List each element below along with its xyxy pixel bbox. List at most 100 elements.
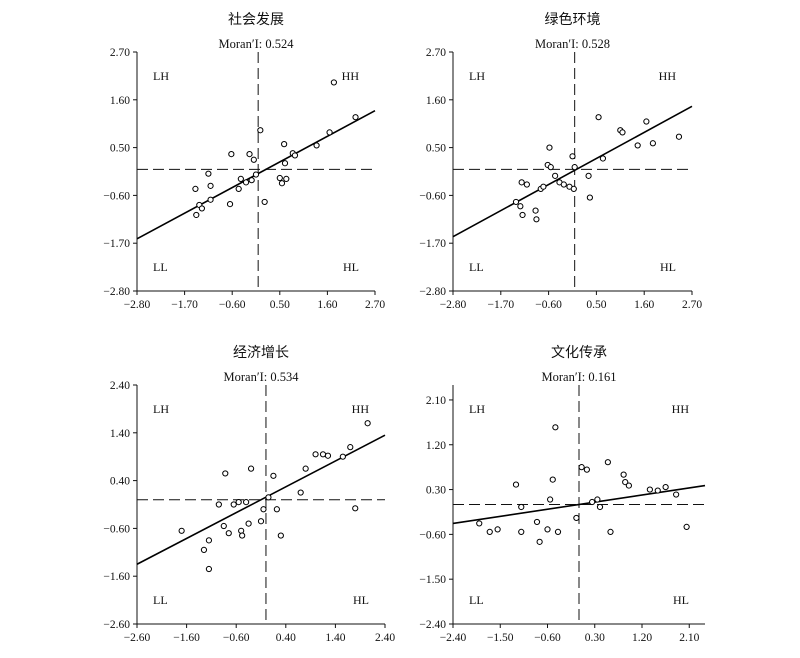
data-point (237, 175, 244, 182)
data-point (248, 177, 255, 184)
x-tick-label: −0.60 (535, 299, 562, 311)
data-point (547, 164, 554, 171)
data-point (220, 522, 227, 530)
data-point (518, 503, 525, 511)
y-tick-label: −2.80 (419, 286, 446, 298)
data-point (540, 183, 547, 190)
y-tick-label: 2.10 (426, 395, 446, 407)
quadrant-label-lh: LH (469, 402, 485, 416)
x-tick-label: 1.60 (317, 299, 337, 311)
data-point (634, 142, 641, 149)
data-point (273, 506, 280, 513)
data-point (228, 151, 235, 158)
data-point (512, 198, 520, 206)
quadrant-label-ll: LL (153, 593, 168, 607)
quadrant-label-lh: LH (469, 69, 485, 83)
data-point (324, 452, 332, 459)
data-point (326, 129, 333, 136)
data-point (596, 503, 604, 511)
data-point (646, 486, 653, 493)
y-tick-label: 0.30 (426, 485, 446, 497)
y-tick-label: 1.60 (110, 95, 130, 107)
y-tick-label: 2.70 (426, 47, 446, 59)
data-point (239, 532, 246, 539)
regression-line (452, 105, 693, 238)
data-point (330, 79, 337, 86)
data-point (589, 498, 596, 506)
data-point (198, 205, 206, 212)
y-tick-label: 1.60 (426, 95, 446, 107)
quadrant-label-ll: LL (469, 593, 484, 607)
x-tick-label: −2.80 (440, 299, 467, 311)
data-point (242, 179, 250, 186)
data-point (518, 528, 525, 535)
data-point (494, 526, 501, 533)
data-point (252, 171, 260, 178)
chart-title: 文化传承 (551, 345, 607, 361)
x-tick-label: 1.20 (632, 632, 652, 644)
y-tick-label: 2.40 (110, 380, 130, 392)
x-tick-label: −0.60 (223, 632, 250, 644)
y-tick-label: 1.20 (426, 440, 446, 452)
data-point (604, 459, 611, 466)
data-point (546, 144, 553, 151)
y-tick-label: 2.70 (110, 47, 130, 59)
chart-panel-1: 社会发展 Moran′I: 0.524 −2.80 −1.70 −0.60 0.50 1.6… (103, 12, 385, 311)
x-tick-label: 0.30 (585, 632, 605, 644)
x-tick-label: 0.50 (586, 299, 606, 311)
data-point (560, 181, 567, 188)
data-point (619, 129, 626, 136)
data-point (178, 527, 185, 534)
y-tick-label: 0.40 (110, 476, 130, 488)
data-point (205, 565, 213, 573)
x-tick-label: −1.70 (171, 299, 198, 311)
x-tick-label: −2.40 (440, 632, 467, 644)
data-point (200, 546, 208, 554)
x-tick-label: 0.50 (270, 299, 290, 311)
y-tick-label: 1.40 (110, 428, 130, 440)
data-point (595, 114, 602, 121)
data-point (260, 506, 267, 513)
chart-panel-2: 绿色环境 Moran′I: 0.528 −2.80 −1.70 −0.60 0.50 1.6… (419, 11, 702, 311)
y-tick-label: −1.70 (103, 238, 130, 250)
data-point (532, 207, 539, 214)
data-point (654, 487, 661, 494)
x-tick-label: −1.50 (487, 632, 514, 644)
data-point (277, 532, 284, 539)
data-point (569, 153, 576, 160)
data-point (192, 185, 199, 192)
quadrant-label-hh: HH (352, 402, 370, 416)
quadrant-label-lh: LH (153, 402, 169, 416)
quadrant-label-hl: HL (353, 593, 369, 607)
data-point (673, 491, 680, 498)
data-point (533, 518, 541, 526)
data-point (250, 156, 257, 163)
x-tick-label: 2.70 (365, 299, 385, 311)
data-point (625, 482, 632, 489)
data-point (594, 496, 601, 503)
data-point (675, 133, 683, 140)
chart-title: 绿色环境 (545, 11, 601, 28)
data-point (222, 470, 229, 477)
data-point (518, 179, 525, 186)
y-tick-label: −0.60 (103, 523, 130, 535)
data-point (230, 501, 237, 508)
x-tick-label: −2.60 (124, 632, 151, 644)
data-point (339, 453, 346, 460)
quadrant-label-hh: HH (659, 69, 677, 83)
data-point (302, 465, 309, 472)
data-point (599, 155, 607, 162)
data-point (622, 478, 629, 486)
data-point (519, 211, 526, 219)
data-point (270, 472, 277, 479)
x-tick-label: −1.70 (487, 299, 514, 311)
y-tick-label: 0.50 (426, 143, 446, 155)
x-tick-label: 0.40 (276, 632, 296, 644)
moran-label: Moran′I: 0.528 (535, 37, 610, 51)
y-tick-label: −2.80 (103, 286, 130, 298)
data-point (247, 465, 255, 472)
quadrant-label-lh: LH (153, 69, 169, 83)
data-point (205, 537, 213, 544)
x-tick-label: 1.40 (325, 632, 345, 644)
data-point (235, 185, 242, 192)
